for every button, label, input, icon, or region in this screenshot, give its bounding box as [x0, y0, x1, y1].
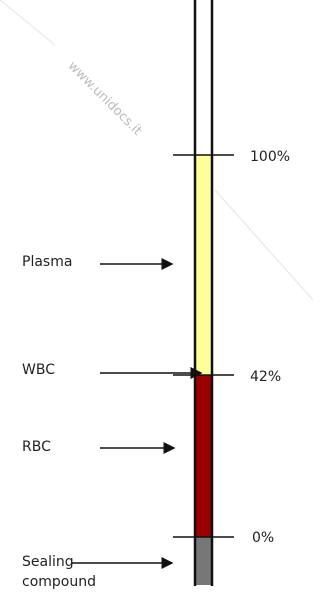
- plasma-layer: [196, 155, 211, 375]
- component-label: WBC: [22, 362, 55, 378]
- sealing-layer: [196, 537, 211, 585]
- watermark: www.unidocs.it: [65, 59, 145, 139]
- diagram: www.unidocs.it 100% 42% 0% Plasma WBC RB…: [0, 0, 313, 592]
- rbc-layer: [196, 375, 211, 537]
- component-label: RBC: [22, 439, 51, 455]
- watermark-line: [0, 0, 55, 45]
- scale-label: 42%: [250, 369, 281, 385]
- component-label: Plasma: [22, 254, 72, 270]
- component-label: compound: [22, 574, 96, 590]
- scale-label: 100%: [250, 149, 290, 165]
- scale-label: 0%: [252, 530, 274, 546]
- component-label: Sealing: [22, 554, 74, 570]
- watermark-line: [215, 190, 313, 300]
